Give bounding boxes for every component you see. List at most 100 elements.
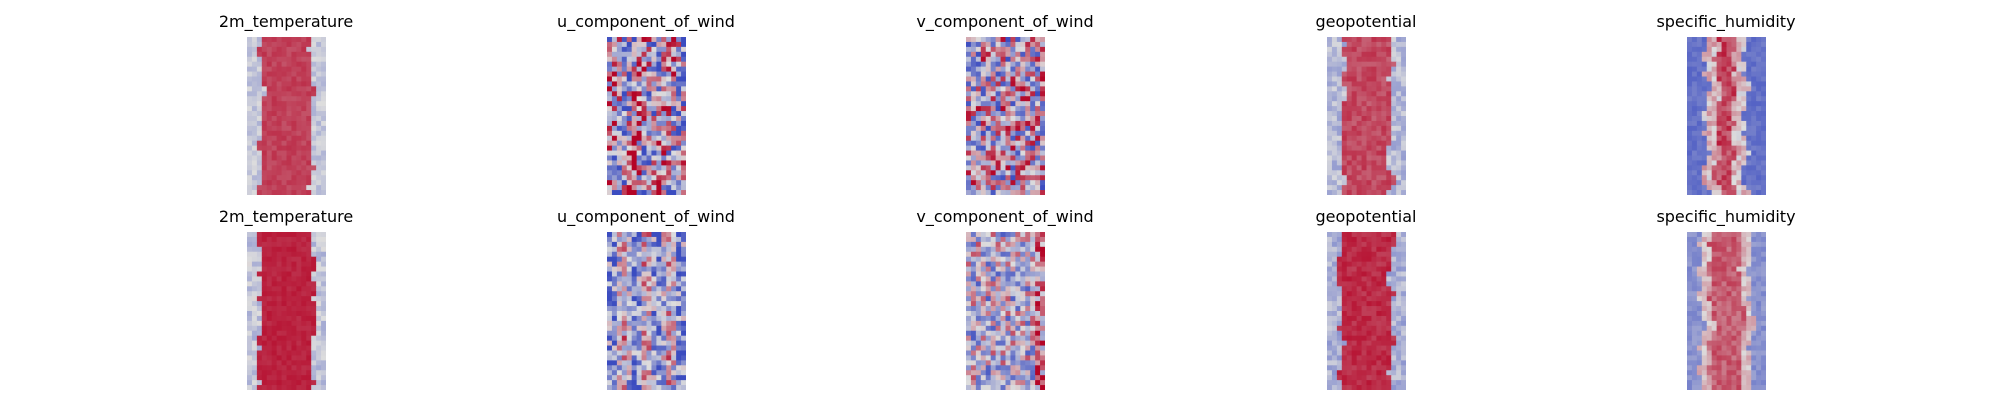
heatmap-cell — [1005, 241, 1012, 248]
heatmap-cell — [1687, 306, 1693, 312]
heatmap-cell — [1356, 301, 1363, 307]
heatmap-cell — [985, 286, 992, 292]
heatmap-cell — [1000, 185, 1007, 191]
heatmap-cell — [1731, 315, 1737, 322]
heatmap-cell — [1371, 190, 1377, 195]
heatmap-cell — [261, 311, 268, 317]
heatmap-cell — [311, 330, 317, 337]
heatmap-cell — [636, 385, 643, 390]
heatmap-cell — [1696, 37, 1703, 43]
heatmap-cell — [1751, 311, 1757, 317]
heatmap-cell — [641, 345, 648, 352]
heatmap-cell — [621, 101, 628, 107]
heatmap-cell — [641, 256, 648, 263]
heatmap-cell — [636, 135, 643, 142]
heatmap-cell — [1341, 111, 1348, 117]
heatmap-cell — [611, 140, 618, 147]
heatmap-cell — [1356, 315, 1363, 322]
heatmap-cell — [301, 365, 307, 371]
heatmap-cell — [646, 340, 653, 347]
heatmap-cell — [1015, 385, 1021, 390]
heatmap-cell — [1010, 125, 1016, 132]
heatmap-cell — [656, 370, 662, 376]
heatmap-cell — [990, 125, 997, 132]
heatmap-cell — [251, 190, 258, 195]
heatmap-cell — [291, 175, 297, 181]
heatmap-cell — [1381, 116, 1387, 122]
heatmap-cell — [990, 291, 997, 297]
heatmap-cell — [306, 241, 312, 248]
heatmap-cell — [316, 71, 322, 78]
heatmap-cell — [286, 271, 293, 278]
heatmap-cell — [1761, 96, 1766, 102]
heatmap-cell — [1331, 71, 1338, 78]
heatmap-cell — [651, 286, 657, 292]
heatmap-cell — [306, 315, 312, 322]
heatmap-cell — [296, 281, 302, 287]
heatmap-cell — [1746, 46, 1752, 53]
heatmap-cell — [671, 236, 677, 243]
heatmap-cell — [1341, 380, 1348, 386]
heatmap-cell — [641, 380, 648, 386]
heatmap-cell — [980, 375, 987, 381]
heatmap-cell — [980, 315, 987, 322]
heatmap-cell — [1020, 145, 1026, 152]
heatmap-cell — [247, 380, 253, 386]
heatmap-cell — [251, 241, 258, 248]
heatmap-cell — [266, 370, 273, 376]
heatmap-cell — [990, 335, 997, 342]
heatmap-cell — [1711, 340, 1718, 347]
heatmap-cell — [1010, 81, 1016, 87]
heatmap-cell — [306, 170, 312, 176]
heatmap-cell — [1361, 116, 1368, 122]
heatmap-cell — [651, 140, 657, 147]
heatmap-cell — [1030, 365, 1036, 371]
heatmap-cell — [995, 241, 1002, 248]
heatmap-cell — [646, 286, 653, 292]
heatmap-cell — [286, 86, 293, 92]
heatmap-cell — [296, 130, 302, 137]
heatmap-cell — [1721, 286, 1728, 292]
heatmap-cell — [1376, 46, 1382, 53]
heatmap-cell — [611, 37, 618, 43]
heatmap-cell — [306, 56, 312, 63]
heatmap-cell — [995, 101, 1002, 107]
heatmap-cell — [1721, 116, 1728, 122]
heatmap-cell — [1356, 261, 1363, 268]
heatmap-cell — [1351, 150, 1358, 157]
heatmap-cell — [256, 150, 263, 157]
heatmap-cell — [1015, 266, 1021, 273]
heatmap-cell — [636, 86, 643, 92]
heatmap-cell — [1331, 350, 1338, 357]
heatmap-cell — [671, 116, 677, 122]
heatmap-cell — [256, 130, 263, 137]
heatmap-cell — [616, 175, 623, 181]
heatmap-cell — [1351, 350, 1358, 357]
heatmap-cell — [1706, 320, 1713, 327]
heatmap-cell — [661, 271, 667, 278]
heatmap-cell — [251, 306, 258, 312]
heatmap-cell — [616, 71, 623, 78]
heatmap-cell — [1366, 315, 1373, 322]
heatmap-cell — [1687, 135, 1693, 142]
heatmap-cell — [671, 175, 677, 181]
heatmap-cell — [1040, 150, 1045, 157]
heatmap-cell — [1711, 271, 1718, 278]
heatmap-cell — [651, 306, 657, 312]
heatmap-cell — [975, 296, 982, 302]
heatmap-cell — [286, 106, 293, 112]
heatmap-cell — [1351, 130, 1358, 137]
heatmap-cell — [631, 140, 638, 147]
heatmap-cell — [995, 232, 1002, 238]
heatmap-cell — [1331, 165, 1338, 171]
heatmap-cell — [1706, 251, 1713, 258]
heatmap-cell — [671, 140, 677, 147]
heatmap-cell — [1010, 91, 1016, 97]
heatmap-cell — [1331, 325, 1338, 332]
heatmap-cell — [1761, 51, 1766, 58]
heatmap-cell — [651, 325, 657, 332]
heatmap-cell — [1346, 51, 1353, 58]
heatmap-cell — [1736, 251, 1742, 258]
heatmap-cell — [1691, 111, 1698, 117]
heatmap-cell — [1327, 365, 1333, 371]
